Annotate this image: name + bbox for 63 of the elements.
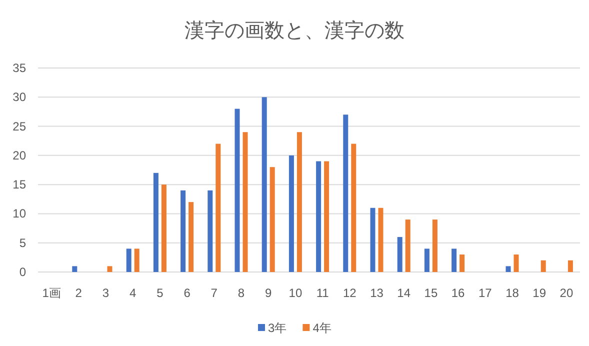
bar <box>568 260 573 272</box>
bar <box>208 190 213 272</box>
x-tick-label: 15 <box>424 286 438 300</box>
y-tick-label: 25 <box>12 119 26 134</box>
bar <box>405 220 410 272</box>
bar <box>460 254 465 272</box>
y-tick-label: 10 <box>12 206 26 221</box>
x-tick-label: 16 <box>451 286 466 300</box>
bar <box>188 202 194 272</box>
x-tick-label: 10 <box>288 286 302 300</box>
bar <box>370 208 376 272</box>
bar <box>153 172 158 272</box>
x-tick-label: 9 <box>265 286 272 300</box>
x-tick-label: 2 <box>75 286 82 300</box>
bar <box>270 167 275 272</box>
bar <box>324 161 330 272</box>
x-tick-label: 5 <box>156 286 164 300</box>
x-tick-label: 18 <box>506 286 520 300</box>
x-tick-label: 6 <box>184 286 191 300</box>
bar <box>288 155 294 272</box>
bar <box>343 114 348 272</box>
y-tick-label: 20 <box>12 148 26 162</box>
x-tick-label: 14 <box>397 286 411 300</box>
bar <box>161 184 166 272</box>
bar <box>296 132 302 272</box>
x-tick-label: 4 <box>130 286 137 300</box>
x-tick-label: 1画 <box>42 286 61 300</box>
bar <box>242 132 248 272</box>
x-tick-label: 19 <box>532 286 546 300</box>
bar <box>452 248 457 272</box>
x-tick-label: 20 <box>560 286 574 300</box>
bar <box>216 144 221 272</box>
bar <box>126 248 132 272</box>
chart-title: 漢字の画数と、漢字の数 <box>184 19 404 42</box>
bar <box>262 97 267 272</box>
legend-label: 4年 <box>312 321 332 335</box>
y-tick-label: 5 <box>19 236 26 250</box>
x-tick-label: 13 <box>370 286 384 300</box>
bar <box>234 108 240 272</box>
bar <box>424 248 430 272</box>
x-tick-label: 12 <box>342 286 357 300</box>
bar <box>378 208 384 272</box>
bar <box>397 237 402 272</box>
bar <box>134 248 140 272</box>
x-tick-label: 17 <box>478 286 492 300</box>
y-tick-label: 30 <box>12 90 26 104</box>
x-tick-label: 8 <box>238 286 245 300</box>
bar <box>316 161 322 272</box>
y-tick-label: 0 <box>19 265 26 279</box>
bar <box>540 260 546 272</box>
x-tick-label: 3 <box>102 286 110 300</box>
bar <box>107 266 112 272</box>
bar <box>432 220 438 272</box>
x-tick-label: 7 <box>210 286 218 300</box>
bar <box>514 254 519 272</box>
bar <box>180 190 186 272</box>
x-tick-label: 11 <box>316 286 330 300</box>
y-tick-label: 35 <box>12 61 26 75</box>
legend-label: 3年 <box>268 321 287 335</box>
bar <box>351 144 356 272</box>
bar <box>506 266 511 272</box>
bar <box>72 266 78 272</box>
y-tick-label: 15 <box>12 178 26 192</box>
